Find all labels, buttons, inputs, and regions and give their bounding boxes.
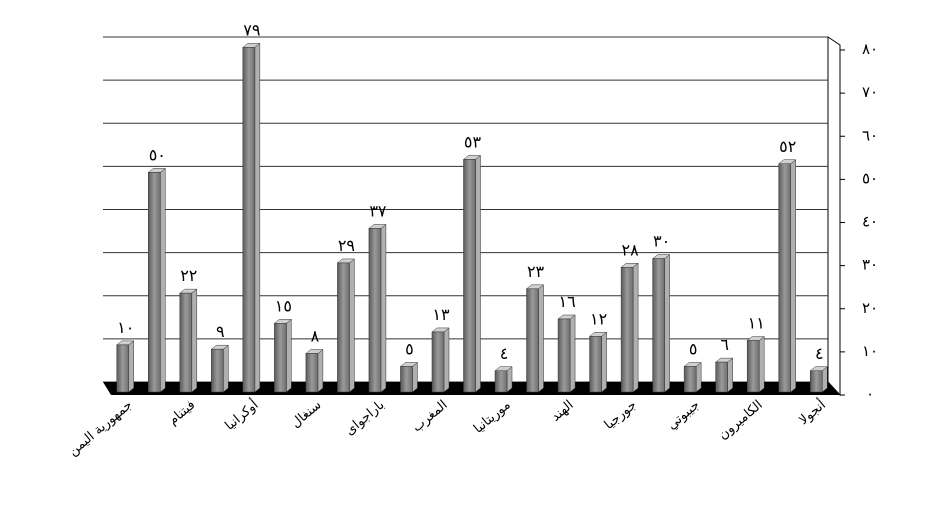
bar: [337, 262, 350, 393]
x-tick-label: المغرب: [410, 398, 451, 436]
bar: [683, 366, 697, 393]
bar: [463, 159, 476, 393]
value-label: ٢٨: [622, 240, 640, 259]
bar-side: [758, 336, 765, 393]
y-tick-label: ٧٠: [862, 83, 878, 101]
bar-side: [286, 318, 292, 393]
bar-side: [160, 167, 166, 393]
value-label: ١٥: [275, 296, 292, 315]
bar: [179, 292, 193, 393]
value-label: ٢٢: [180, 266, 197, 285]
value-label: ٢٩: [338, 236, 355, 255]
value-label: ٦: [720, 335, 729, 354]
bar: [400, 366, 413, 393]
x-tick-label: أوكرانيا: [221, 396, 261, 434]
value-label: ٣٠: [653, 232, 670, 251]
value-label: ١٦: [558, 292, 575, 311]
bar: [211, 348, 224, 393]
bar-side: [254, 42, 261, 393]
x-tick-label: جيبوتي: [665, 398, 703, 433]
value-label: ٢٣: [527, 262, 545, 281]
value-label: ٥: [405, 339, 414, 358]
bar-side: [569, 314, 576, 393]
wall-side: [827, 36, 841, 397]
bar-side: [475, 154, 481, 393]
value-label: ١٠: [117, 318, 134, 337]
bar-side: [727, 357, 733, 393]
bar: [274, 323, 287, 393]
bar: [809, 370, 823, 393]
y-tick-label: ٥٠: [862, 169, 878, 187]
bar-side: [601, 331, 607, 393]
value-label: ٤: [500, 344, 509, 363]
bar-side: [443, 327, 450, 393]
bar: [589, 336, 602, 393]
value-label: ١٣: [432, 305, 450, 324]
x-tick-label: الهند: [548, 398, 576, 425]
bar-side: [821, 366, 828, 393]
value-label: ٥: [689, 339, 698, 358]
bar: [778, 163, 791, 393]
bar: [557, 318, 571, 393]
bar-side: [506, 366, 513, 393]
bar: [431, 331, 445, 393]
y-tick-label: ٨٠: [862, 40, 878, 58]
y-tick-label: ٤٠: [862, 213, 878, 231]
bar: [715, 361, 728, 393]
x-tick-label: باراجواى: [343, 398, 388, 439]
y-tick-label: ٣٠: [862, 256, 878, 274]
value-label: ٥٢: [779, 137, 796, 156]
x-tick-label: موريتانيا: [471, 398, 514, 437]
bar: [746, 340, 760, 393]
value-label: ٤: [815, 344, 824, 363]
value-label: ٣٧: [369, 201, 387, 220]
bar-side: [538, 284, 544, 393]
bar: [620, 267, 634, 393]
bar-side: [790, 159, 796, 393]
bar-side: [317, 348, 324, 393]
bar-side: [632, 262, 639, 393]
x-tick-label: فيتنام: [166, 398, 199, 429]
y-tick-label: ٢٠: [862, 299, 878, 317]
bar-side: [664, 254, 670, 393]
bar: [242, 47, 256, 393]
bar-side: [191, 288, 198, 393]
x-tick-label: جمهورية اليمن: [66, 398, 136, 460]
value-label: ٨: [311, 327, 320, 346]
value-label: ٥٠: [149, 145, 166, 164]
x-tick-label: الكاميرون: [716, 398, 766, 443]
value-label: ٥٣: [464, 132, 482, 151]
x-tick-label: سنغال: [288, 398, 324, 432]
bar: [368, 228, 382, 393]
bar-side: [412, 361, 418, 393]
value-label: ١٢: [590, 309, 607, 328]
value-label: ٩: [216, 322, 225, 341]
bar-side: [380, 223, 387, 393]
bar: [116, 344, 130, 393]
value-label: ٧٩: [243, 20, 260, 39]
y-tick-label: ٠: [866, 385, 874, 403]
bar: [652, 258, 665, 393]
bar-side: [349, 258, 355, 393]
x-tick-label: أنجولا: [795, 396, 829, 428]
bar: [526, 288, 539, 393]
bar-side: [223, 344, 229, 393]
value-label: ١١: [748, 314, 765, 333]
bar-side: [695, 361, 702, 393]
bar-side: [128, 340, 135, 393]
bar: [305, 353, 319, 393]
y-tick-label: ١٠: [862, 342, 878, 360]
y-tick-label: ٦٠: [862, 126, 878, 144]
bar: [494, 370, 508, 393]
bar: [148, 172, 161, 393]
x-tick-label: جورجيا: [602, 398, 640, 433]
